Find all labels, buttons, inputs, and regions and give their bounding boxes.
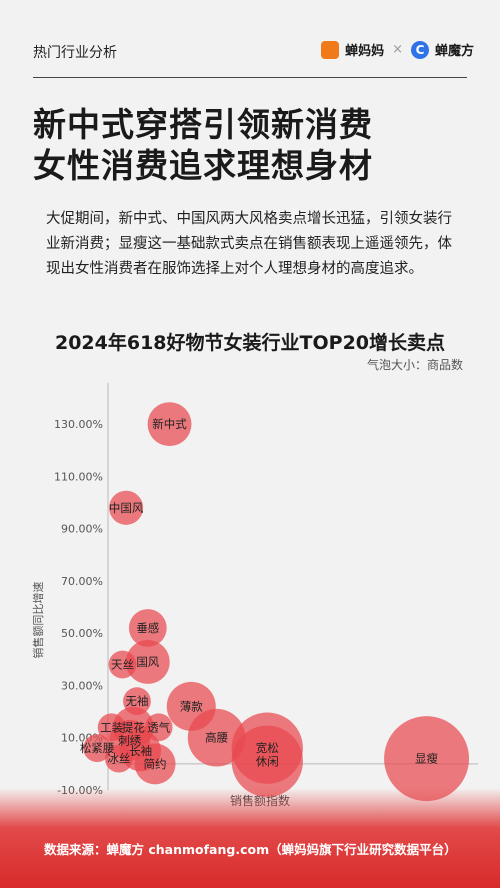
description: 大促期间，新中式、中国风两大风格卖点增长迅猛，引领女装行业新消费；显瘦这一基础款… — [46, 211, 452, 277]
bubble-point — [104, 744, 133, 773]
y-tick-label: 50.00% — [61, 627, 103, 640]
bubble-label: 宽松 — [256, 741, 279, 755]
header-divider — [33, 77, 467, 78]
bubble-label: 冰丝 — [107, 752, 130, 766]
page-title: 新中式穿搭引领新消费 女性消费追求理想身材 — [33, 104, 373, 186]
bubble-point — [109, 490, 144, 525]
bubble-point — [128, 609, 167, 647]
brand-logos: 蝉妈妈 × C 蝉魔方 — [321, 40, 474, 59]
bubble-point — [83, 734, 112, 763]
chanmama-logo-icon — [321, 40, 340, 59]
bubble-point — [134, 743, 176, 785]
bubble-label: 刺绣 — [118, 733, 141, 747]
bubble-point — [125, 640, 170, 684]
footer: 数据来源：蝉魔方 chanmofang.com（蝉妈妈旗下行业研究数据平台） — [0, 788, 500, 888]
bubble-label: 工装 — [100, 720, 123, 734]
bubble-size-note: 气泡大小：商品数 — [366, 358, 463, 372]
bubble-label: 无袖 — [125, 694, 148, 708]
y-tick-label: 110.00% — [54, 470, 103, 483]
brand-a-name: 蝉妈妈 — [345, 44, 385, 59]
y-tick-label: 70.00% — [61, 575, 103, 588]
header: 热门行业分析 蝉妈妈 × C 蝉魔方 — [0, 0, 500, 96]
bubble-label: 透气 — [147, 720, 170, 734]
brand-separator: × — [392, 42, 403, 57]
title-line-2: 女性消费追求理想身材 — [33, 146, 373, 185]
bubble-label: 高腰 — [205, 731, 228, 745]
bubble-label: 垂感 — [136, 621, 159, 635]
section-label: 热门行业分析 — [33, 45, 117, 61]
bubble-label: 休闲 — [256, 754, 279, 768]
bubble-label: 中国风 — [109, 501, 144, 515]
title-line-1: 新中式穿搭引领新消费 — [33, 105, 373, 144]
bubble-point — [231, 725, 303, 797]
bubble-label: 提花 — [122, 720, 145, 734]
bubble-label: 长袖 — [129, 744, 152, 758]
bubble-label: 薄款 — [180, 699, 203, 713]
bubble-label: 简约 — [144, 757, 167, 771]
bubble-label: 松紧腰 — [80, 741, 115, 755]
y-tick-label: 30.00% — [61, 679, 103, 692]
bubble-point — [187, 708, 246, 767]
bubble-point — [147, 402, 192, 447]
chanmofang-logo-icon: C — [410, 40, 429, 59]
data-source: 数据来源：蝉魔方 chanmofang.com（蝉妈妈旗下行业研究数据平台） — [44, 842, 457, 857]
chart-title: 2024年618好物节女装行业TOP20增长卖点 — [54, 332, 446, 354]
bubble-label: 国风 — [136, 655, 159, 669]
bubble-label: 新中式 — [152, 417, 187, 431]
y-axis-label: 销售额同比增速 — [31, 582, 45, 659]
y-tick-label: 90.00% — [61, 523, 103, 536]
brand-b-name: 蝉魔方 — [434, 44, 474, 59]
y-tick-label: 130.00% — [54, 418, 103, 431]
bubble-point — [384, 716, 470, 802]
bubble-label: 显瘦 — [415, 752, 438, 766]
bubble-label: 天丝 — [111, 658, 134, 672]
